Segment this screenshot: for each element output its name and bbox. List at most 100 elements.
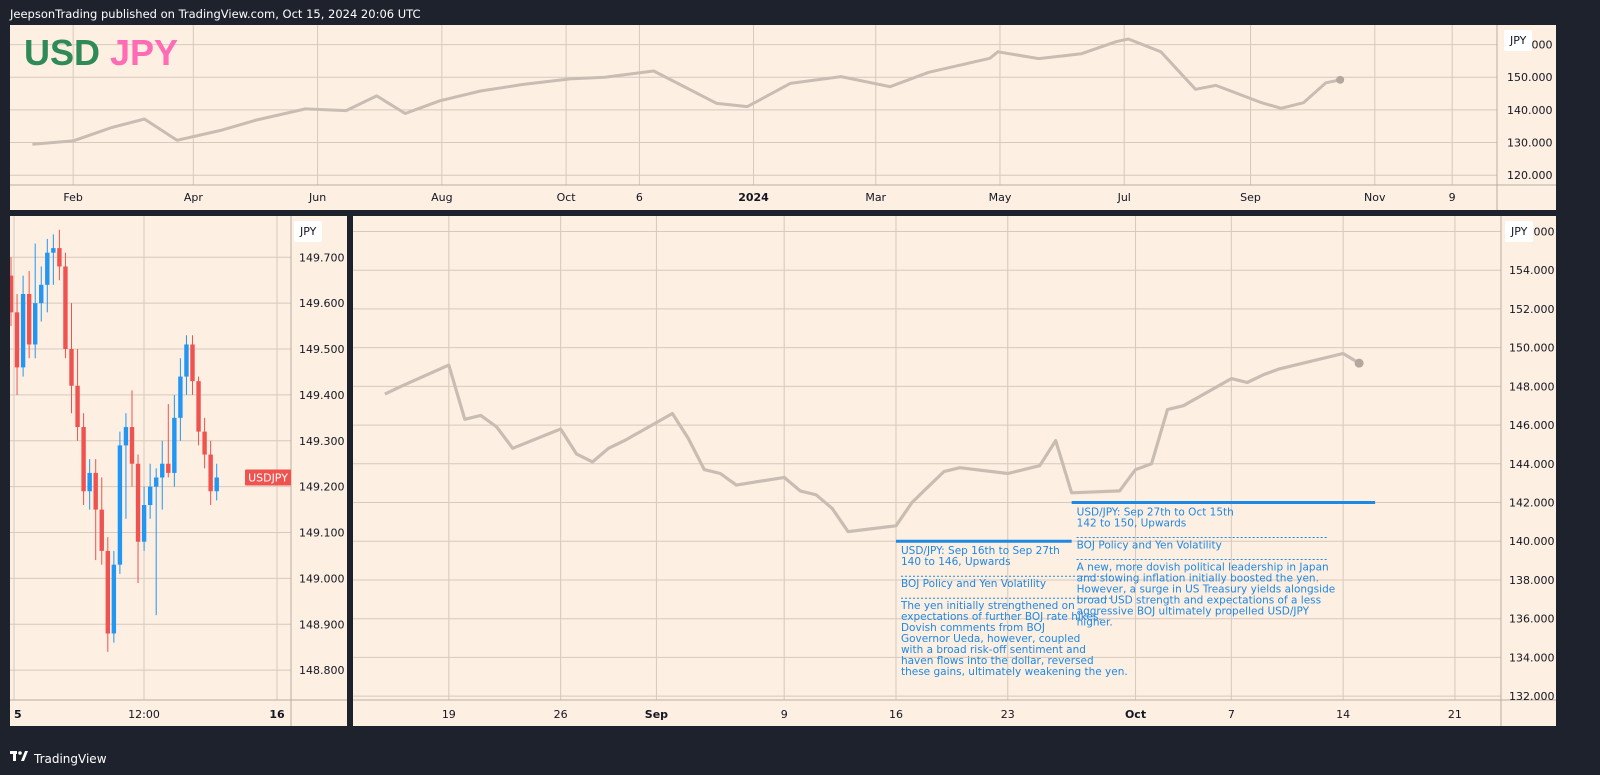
candle-body — [20, 293, 26, 368]
annotation-text: The yen initially strengthened on — [900, 600, 1075, 612]
annotation-text: aggressive BOJ ultimately propelled USD/… — [1077, 606, 1310, 618]
overview-y-tick: 140.000 — [1507, 104, 1553, 117]
footer-brand[interactable]: TradingView — [10, 751, 107, 766]
intraday-chart[interactable]: 5 12:00 16 149.700 149.600 149.500 149.400 149… — [10, 216, 347, 726]
symbol-base-text: USD — [24, 32, 100, 73]
annotation-text: with a broad risk-off sentiment and — [901, 644, 1086, 656]
intraday-y-tick: 149.700 — [299, 251, 345, 264]
daily-y-tick: 132.000 — [1509, 690, 1555, 703]
overview-x-tick: 2024 — [738, 191, 769, 204]
candle-body — [172, 417, 177, 473]
daily-y-tick: 152.000 — [1509, 303, 1555, 316]
annotation-text: Dovish comments from BOJ — [901, 622, 1045, 634]
candle-body — [117, 445, 123, 565]
candle-body — [208, 454, 213, 492]
intraday-y-tick: 149.400 — [299, 389, 345, 402]
overview-y-tick: 120.000 — [1507, 169, 1553, 182]
publish-info: JeepsonTrading published on TradingView.… — [10, 7, 421, 21]
candle-body — [129, 427, 135, 464]
intraday-y-tick: 149.200 — [299, 481, 345, 494]
overview-x-tick: Nov — [1364, 191, 1386, 204]
candle-body — [190, 344, 195, 382]
candle-body — [147, 486, 153, 506]
daily-x-tick: 23 — [1001, 708, 1015, 721]
candle-body — [111, 564, 117, 634]
annotation-text: USD/JPY: Sep 27th to Oct 15th — [1077, 507, 1234, 519]
intraday-x-tick: 16 — [269, 708, 285, 721]
overview-price-line — [32, 37, 1341, 146]
daily-x-tick: Sep — [645, 708, 668, 721]
candle-body — [184, 344, 189, 377]
candle-body — [69, 349, 74, 386]
intraday-x-tick: 12:00 — [128, 708, 160, 721]
daily-unit-label: JPY — [1505, 221, 1534, 242]
candle-body — [81, 427, 86, 492]
intraday-y-tick: 149.100 — [299, 527, 345, 540]
daily-y-tick: 154.000 — [1509, 264, 1555, 277]
candle-body — [166, 463, 171, 473]
overview-x-tick: Jun — [308, 191, 326, 204]
last-price-label: USDJPY — [248, 471, 288, 484]
intraday-x-tick: 5 — [14, 708, 22, 721]
candle-body — [10, 275, 14, 313]
candle-body — [75, 385, 80, 428]
candle-body — [14, 312, 20, 368]
overview-y-tick: 150.000 — [1507, 71, 1553, 84]
daily-last-point — [1354, 358, 1364, 368]
daily-x-tick: 21 — [1448, 708, 1462, 721]
daily-y-tick: 142.000 — [1509, 497, 1555, 510]
candle-body — [33, 303, 38, 345]
daily-y-tick: 150.000 — [1509, 342, 1555, 355]
overview-last-point — [1336, 75, 1345, 84]
last-price-tag — [245, 469, 291, 486]
svg-text:USDJPY: USD JPY — [24, 32, 178, 73]
candle-body — [202, 431, 207, 455]
daily-x-tick: 26 — [554, 708, 568, 721]
annotation-text: BOJ Policy and Yen Volatility — [1077, 540, 1222, 552]
annotation-text: Governor Ueda, however, coupled — [901, 633, 1080, 645]
candle-body — [45, 252, 50, 285]
annotation-text: BOJ Policy and Yen Volatility — [901, 578, 1046, 590]
candle-body — [87, 472, 92, 492]
candle-body — [196, 381, 201, 432]
daily-x-tick: 7 — [1228, 708, 1235, 721]
footer-brand-text: TradingView — [34, 751, 107, 766]
annotation-text: higher. — [1077, 617, 1113, 629]
annotation-text: 142 to 150, Upwards — [1077, 518, 1187, 530]
annotation-text: expectations of further BOJ rate hikes. — [901, 611, 1102, 623]
intraday-y-tick: 148.800 — [299, 664, 345, 677]
candle-body — [63, 266, 68, 350]
daily-y-tick: 148.000 — [1509, 380, 1555, 393]
overview-x-tick: Jul — [1117, 191, 1131, 204]
candle-body — [99, 509, 104, 551]
tradingview-logo-icon — [10, 751, 28, 766]
annotation-text: 140 to 146, Upwards — [901, 556, 1011, 568]
annotation-text: A new, more dovish political leadership … — [1077, 562, 1329, 574]
overview-x-tick: Feb — [63, 191, 82, 204]
overview-x-tick: Aug — [431, 191, 452, 204]
intraday-chart-pane[interactable]: 5 12:00 16 149.700 149.600 149.500 149.400 149… — [10, 216, 347, 726]
intraday-y-tick: 149.600 — [299, 297, 345, 310]
candle-body — [214, 477, 219, 492]
daily-price-line — [384, 351, 1360, 534]
candle-body — [123, 427, 129, 446]
annotation-text: haven flows into the dollar, reversed — [901, 655, 1094, 667]
daily-y-tick: 134.000 — [1509, 651, 1555, 664]
overview-x-tick: 9 — [1449, 191, 1456, 204]
candle-body — [105, 550, 110, 634]
annotation-text: However, a surge in US Treasury yields a… — [1077, 584, 1336, 596]
overview-x-tick: Apr — [184, 191, 204, 204]
candle-body — [178, 376, 183, 418]
intraday-y-tick: 149.500 — [299, 343, 345, 356]
candle-body — [57, 248, 62, 267]
daily-chart-pane[interactable]: USD/JPY: Sep 16th to Sep 27th 140 to 146,… — [353, 216, 1556, 726]
annotation-text: USD/JPY: Sep 16th to Sep 27th — [901, 545, 1060, 557]
annotation-text: these gains, ultimately weakening the ye… — [901, 666, 1128, 678]
candle-body — [141, 505, 147, 542]
overview-y-tick: 130.000 — [1507, 137, 1553, 150]
intraday-unit-label: JPY — [294, 221, 323, 242]
daily-x-tick: 16 — [889, 708, 903, 721]
